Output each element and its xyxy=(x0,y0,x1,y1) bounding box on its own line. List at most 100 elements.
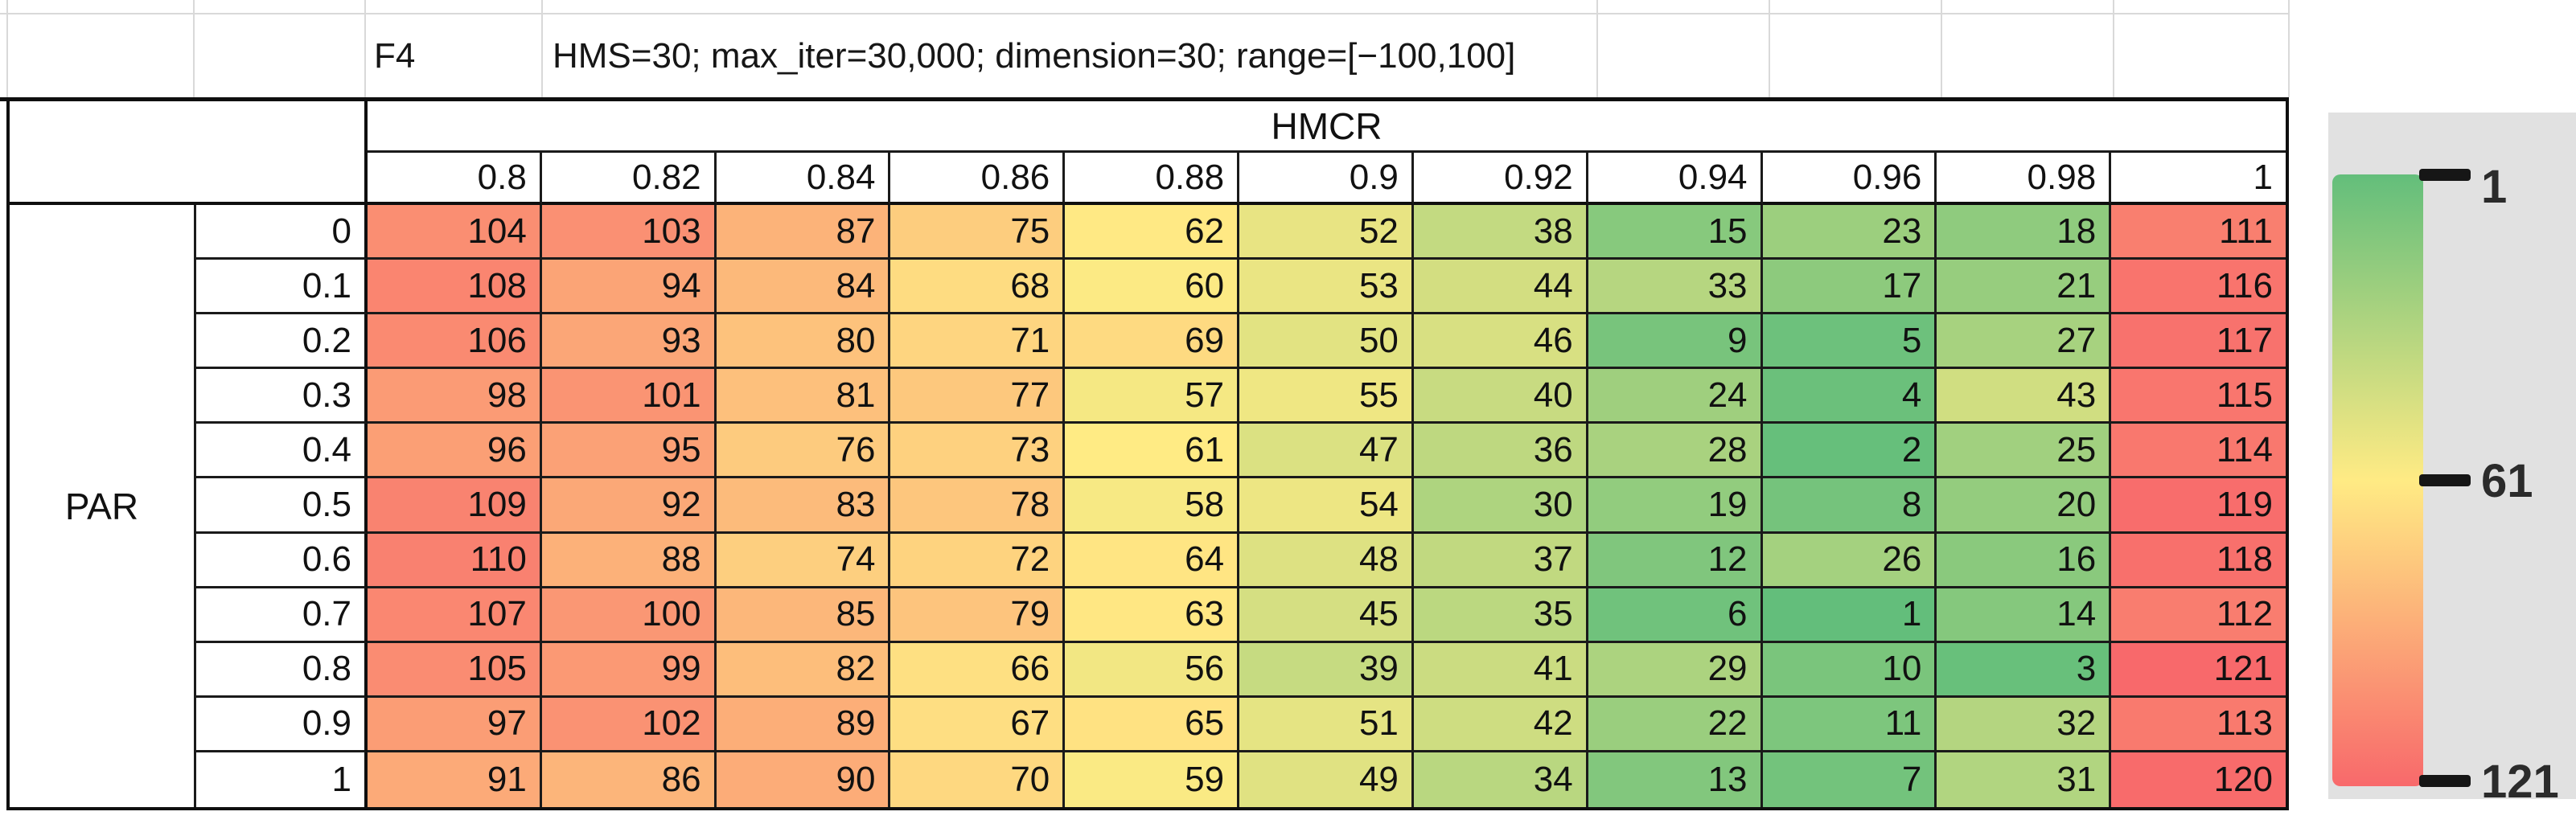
rank-cell[interactable]: 34 xyxy=(1413,752,1588,807)
rank-cell[interactable]: 69 xyxy=(1065,314,1240,370)
parameters-cell[interactable]: HMS=30; max_iter=30,000; dimension=30; r… xyxy=(541,14,1678,97)
rank-cell[interactable]: 56 xyxy=(1065,642,1240,698)
rank-cell[interactable]: 63 xyxy=(1065,588,1240,643)
par-value-cell[interactable]: 1 xyxy=(196,752,368,807)
rank-cell[interactable]: 42 xyxy=(1413,697,1588,752)
rank-cell[interactable]: 20 xyxy=(1937,478,2112,534)
rank-cell[interactable]: 102 xyxy=(541,697,717,752)
rank-cell[interactable]: 47 xyxy=(1239,424,1414,479)
rank-cell[interactable]: 85 xyxy=(716,588,891,643)
rank-cell[interactable]: 96 xyxy=(368,424,542,479)
rank-cell[interactable]: 92 xyxy=(541,478,717,534)
hmcr-value-cell[interactable]: 0.96 xyxy=(1762,153,1937,205)
rank-cell[interactable]: 120 xyxy=(2111,752,2286,807)
hmcr-value-cell[interactable]: 0.82 xyxy=(541,153,717,205)
rank-cell[interactable]: 83 xyxy=(716,478,891,534)
rank-cell[interactable]: 48 xyxy=(1239,533,1414,588)
rank-cell[interactable]: 6 xyxy=(1588,588,1763,643)
rank-cell[interactable]: 84 xyxy=(716,260,891,315)
rank-cell[interactable]: 8 xyxy=(1762,478,1937,534)
rank-cell[interactable]: 73 xyxy=(890,424,1066,479)
rank-cell[interactable]: 116 xyxy=(2111,260,2286,315)
par-value-cell[interactable]: 0.6 xyxy=(196,533,368,588)
rank-cell[interactable]: 44 xyxy=(1413,260,1588,315)
rank-cell[interactable]: 11 xyxy=(1762,697,1937,752)
rank-cell[interactable]: 5 xyxy=(1762,314,1937,370)
par-value-cell[interactable]: 0.5 xyxy=(196,478,368,534)
rank-cell[interactable]: 75 xyxy=(890,205,1066,260)
rank-cell[interactable]: 2 xyxy=(1762,424,1937,479)
hmcr-value-cell[interactable]: 0.9 xyxy=(1239,153,1414,205)
rank-cell[interactable]: 3 xyxy=(1937,642,2112,698)
hmcr-value-cell[interactable]: 0.88 xyxy=(1065,153,1240,205)
hmcr-value-cell[interactable]: 0.84 xyxy=(716,153,891,205)
rank-cell[interactable]: 79 xyxy=(890,588,1066,643)
rank-cell[interactable]: 26 xyxy=(1762,533,1937,588)
rank-cell[interactable]: 91 xyxy=(368,752,542,807)
rank-cell[interactable]: 98 xyxy=(368,369,542,424)
par-value-cell[interactable]: 0.2 xyxy=(196,314,368,370)
rank-cell[interactable]: 32 xyxy=(1937,697,2112,752)
rank-cell[interactable]: 77 xyxy=(890,369,1066,424)
rank-cell[interactable]: 117 xyxy=(2111,314,2286,370)
hmcr-value-cell[interactable]: 0.92 xyxy=(1413,153,1588,205)
rank-cell[interactable]: 23 xyxy=(1762,205,1937,260)
rank-cell[interactable]: 12 xyxy=(1588,533,1763,588)
rank-cell[interactable]: 118 xyxy=(2111,533,2286,588)
rank-cell[interactable]: 36 xyxy=(1413,424,1588,479)
rank-cell[interactable]: 54 xyxy=(1239,478,1414,534)
rank-cell[interactable]: 89 xyxy=(716,697,891,752)
rank-cell[interactable]: 74 xyxy=(716,533,891,588)
rank-cell[interactable]: 38 xyxy=(1413,205,1588,260)
rank-cell[interactable]: 78 xyxy=(890,478,1066,534)
function-id-cell[interactable]: F4 xyxy=(364,14,549,97)
rank-cell[interactable]: 68 xyxy=(890,260,1066,315)
rank-cell[interactable]: 99 xyxy=(541,642,717,698)
rank-cell[interactable]: 46 xyxy=(1413,314,1588,370)
rank-cell[interactable]: 103 xyxy=(541,205,717,260)
rank-cell[interactable]: 37 xyxy=(1413,533,1588,588)
rank-cell[interactable]: 16 xyxy=(1937,533,2112,588)
rank-cell[interactable]: 41 xyxy=(1413,642,1588,698)
rank-cell[interactable]: 57 xyxy=(1065,369,1240,424)
rank-cell[interactable]: 22 xyxy=(1588,697,1763,752)
par-value-cell[interactable]: 0.1 xyxy=(196,260,368,315)
rank-cell[interactable]: 101 xyxy=(541,369,717,424)
rank-cell[interactable]: 60 xyxy=(1065,260,1240,315)
rank-cell[interactable]: 114 xyxy=(2111,424,2286,479)
rank-cell[interactable]: 7 xyxy=(1762,752,1937,807)
rank-cell[interactable]: 72 xyxy=(890,533,1066,588)
rank-cell[interactable]: 109 xyxy=(368,478,542,534)
rank-cell[interactable]: 113 xyxy=(2111,697,2286,752)
rank-cell[interactable]: 13 xyxy=(1588,752,1763,807)
rank-cell[interactable]: 51 xyxy=(1239,697,1414,752)
hmcr-value-cell[interactable]: 0.86 xyxy=(890,153,1066,205)
rank-cell[interactable]: 119 xyxy=(2111,478,2286,534)
rank-cell[interactable]: 14 xyxy=(1937,588,2112,643)
par-value-cell[interactable]: 0 xyxy=(196,205,368,260)
rank-cell[interactable]: 29 xyxy=(1588,642,1763,698)
rank-cell[interactable]: 86 xyxy=(541,752,717,807)
rank-cell[interactable]: 110 xyxy=(368,533,542,588)
par-value-cell[interactable]: 0.4 xyxy=(196,424,368,479)
rank-cell[interactable]: 43 xyxy=(1937,369,2112,424)
rank-cell[interactable]: 111 xyxy=(2111,205,2286,260)
rank-cell[interactable]: 65 xyxy=(1065,697,1240,752)
rank-cell[interactable]: 10 xyxy=(1762,642,1937,698)
rank-cell[interactable]: 76 xyxy=(716,424,891,479)
rank-cell[interactable]: 70 xyxy=(890,752,1066,807)
rank-cell[interactable]: 71 xyxy=(890,314,1066,370)
rank-cell[interactable]: 105 xyxy=(368,642,542,698)
rank-cell[interactable]: 108 xyxy=(368,260,542,315)
par-value-cell[interactable]: 0.3 xyxy=(196,369,368,424)
rank-cell[interactable]: 93 xyxy=(541,314,717,370)
rank-cell[interactable]: 24 xyxy=(1588,369,1763,424)
rank-cell[interactable]: 49 xyxy=(1239,752,1414,807)
par-value-cell[interactable]: 0.7 xyxy=(196,588,368,643)
rank-cell[interactable]: 88 xyxy=(541,533,717,588)
rank-cell[interactable]: 97 xyxy=(368,697,542,752)
rank-cell[interactable]: 1 xyxy=(1762,588,1937,643)
rank-cell[interactable]: 18 xyxy=(1937,205,2112,260)
rank-cell[interactable]: 40 xyxy=(1413,369,1588,424)
rank-cell[interactable]: 100 xyxy=(541,588,717,643)
